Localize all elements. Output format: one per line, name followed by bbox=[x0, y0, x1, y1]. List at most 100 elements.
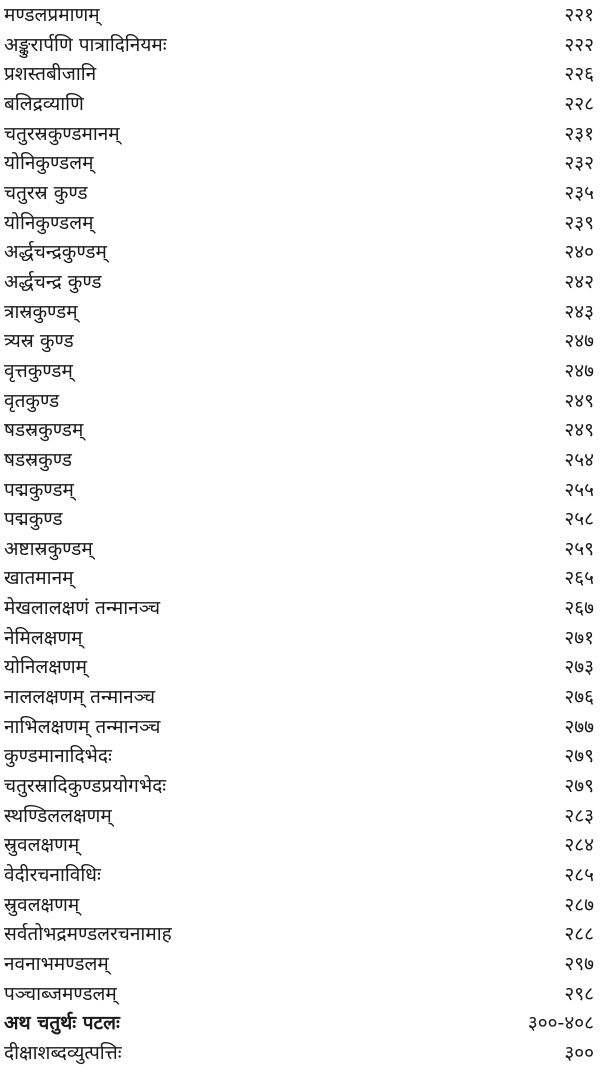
toc-entry-title: मेखलालक्षणं तन्मानञ्च bbox=[4, 597, 161, 620]
toc-entry: दीक्षाशब्दव्युत्पत्तिः ३०० bbox=[4, 1038, 596, 1068]
toc-entry-page-number: २८५ bbox=[564, 864, 594, 887]
toc-entry-page-number: २४९ bbox=[564, 419, 594, 442]
toc-entry-title: अङ्कुरार्पणि पात्रादिनियमः bbox=[4, 33, 167, 56]
toc-entry: पद्मकुण्ड २५८ bbox=[4, 504, 596, 534]
toc-entry-page-number: २३२ bbox=[564, 152, 594, 175]
toc-entry: षडस्रकुण्डम् २४९ bbox=[4, 415, 596, 445]
toc-entry-title: योनिकुण्डलम् bbox=[4, 211, 94, 234]
toc-entry-title: अर्द्धचन्द्रकुण्डम् bbox=[4, 241, 107, 264]
toc-entry-title: स्थण्डिललक्षणम् bbox=[4, 804, 112, 827]
toc-entry: षडस्रकुण्ड २५४ bbox=[4, 445, 596, 475]
toc-entry: नेमिलक्षणम् २७१ bbox=[4, 623, 596, 653]
toc-entry: स्थण्डिललक्षणम् २८३ bbox=[4, 801, 596, 831]
toc-entry-title: चतुरस्र कुण्ड bbox=[4, 181, 88, 204]
toc-entry-page-number: २७९ bbox=[564, 775, 594, 798]
toc-entry-title: वृतकुण्ड bbox=[4, 389, 60, 412]
toc-entry-page-number: २४९ bbox=[564, 389, 594, 412]
toc-entry-page-number: ३००-४०८ bbox=[527, 1012, 594, 1035]
toc-entry-page-number: २५८ bbox=[564, 508, 594, 531]
toc-entry-title: चतुरस्रकुण्डमानम् bbox=[4, 122, 120, 145]
toc-entry: मण्डलप्रमाणम् २२१ bbox=[4, 0, 596, 30]
toc-entry: योनिकुण्डलम् २३२ bbox=[4, 148, 596, 178]
toc-entry: योनिलक्षणम् २७३ bbox=[4, 652, 596, 682]
toc-entry: अर्द्धचन्द्र कुण्ड २४२ bbox=[4, 267, 596, 297]
toc-entry-page-number: २२१ bbox=[564, 4, 594, 26]
toc-entry: सर्वतोभद्रमण्डलरचनामाह २८८ bbox=[4, 919, 596, 949]
toc-entry-page-number: २३१ bbox=[564, 122, 594, 145]
toc-entry-title: नाललक्षणम् तन्मानञ्च bbox=[4, 686, 156, 709]
toc-entry: खातमानम् २६५ bbox=[4, 563, 596, 593]
toc-entry-title: वृत्तकुण्डम् bbox=[4, 359, 73, 382]
toc-entry-page-number: २७९ bbox=[564, 745, 594, 768]
toc-entry-page-number: २२८ bbox=[564, 92, 594, 115]
toc-entry-page-number: २३९ bbox=[564, 211, 594, 234]
toc-entry-page-number: २९७ bbox=[564, 953, 594, 976]
toc-entry: त्रास्रकुण्डम् २४३ bbox=[4, 297, 596, 327]
toc-entry: अष्टास्रकुण्डम् २५९ bbox=[4, 534, 596, 564]
toc-entry: पञ्चाब्जमण्डलम् २९८ bbox=[4, 979, 596, 1009]
toc-entry-page-number: २८४ bbox=[564, 834, 594, 857]
toc-entry-title: नेमिलक्षणम् bbox=[4, 626, 83, 649]
toc-entry: नवनाभमण्डलम् २९७ bbox=[4, 949, 596, 979]
toc-entry-page-number: २६७ bbox=[564, 597, 594, 620]
toc-entry: अङ्कुरार्पणि पात्रादिनियमः २२२ bbox=[4, 30, 596, 60]
toc-entry: त्र्यस्र कुण्ड २४७ bbox=[4, 326, 596, 356]
toc-entry-page-number: २८८ bbox=[564, 923, 594, 946]
toc-entry-page-number: २५४ bbox=[564, 448, 594, 471]
toc-entry-title: योनिलक्षणम् bbox=[4, 656, 88, 679]
toc-entry-title: त्रास्रकुण्डम् bbox=[4, 300, 78, 323]
toc-entry-page-number: २४२ bbox=[564, 270, 594, 293]
toc-entry-title: मण्डलप्रमाणम् bbox=[4, 4, 100, 26]
toc-entry-page-number: २८३ bbox=[564, 804, 594, 827]
toc-entry-page-number: २६५ bbox=[564, 567, 594, 590]
toc-entry-title: त्र्यस्र कुण्ड bbox=[4, 330, 74, 353]
toc-entry-title: दीक्षाशब्दव्युत्पत्तिः bbox=[4, 1042, 122, 1064]
toc-entry: चतुरस्रादिकुण्डप्रयोगभेदः २७९ bbox=[4, 771, 596, 801]
toc-entry-page-number: २८७ bbox=[564, 893, 594, 916]
toc-entry-title: योनिकुण्डलम् bbox=[4, 152, 94, 175]
toc-entry-title: षडस्रकुण्डम् bbox=[4, 419, 84, 442]
toc-entry: स्रुवलक्षणम् २८४ bbox=[4, 830, 596, 860]
toc-entry-title: खातमानम् bbox=[4, 567, 74, 590]
toc-entry-title: नाभिलक्षणम् तन्मानञ्च bbox=[4, 715, 161, 738]
toc-entry-title: अर्द्धचन्द्र कुण्ड bbox=[4, 270, 102, 293]
toc-entry-page-number: २३५ bbox=[564, 181, 594, 204]
toc-entry: बलिद्रव्याणि २२८ bbox=[4, 89, 596, 119]
toc-entry-title: पद्मकुण्ड bbox=[4, 508, 63, 531]
toc-entry-title: सर्वतोभद्रमण्डलरचनामाह bbox=[4, 923, 172, 946]
toc-entry-title: नवनाभमण्डलम् bbox=[4, 953, 109, 976]
toc-entry-page-number: २४७ bbox=[564, 330, 594, 353]
toc-entry: पद्मकुण्डम् २५५ bbox=[4, 475, 596, 505]
toc-entry-title: चतुरस्रादिकुण्डप्रयोगभेदः bbox=[4, 775, 167, 798]
toc-entry-page-number: २५५ bbox=[564, 478, 594, 501]
toc-entry: प्रशस्तबीजानि २२६ bbox=[4, 59, 596, 89]
toc-entry-title: षडस्रकुण्ड bbox=[4, 448, 72, 471]
toc-entry-title: अथ चतुर्थः पटलः bbox=[4, 1012, 120, 1035]
toc-entry: कुण्डमानादिभेदः २७९ bbox=[4, 741, 596, 771]
toc-entry-title: स्रुवलक्षणम् bbox=[4, 834, 80, 857]
toc-entry: वेदीरचनाविधिः २८५ bbox=[4, 860, 596, 890]
toc-entry-title: वेदीरचनाविधिः bbox=[4, 864, 101, 887]
toc-entry: नाभिलक्षणम् तन्मानञ्च २७७ bbox=[4, 712, 596, 742]
toc-entry: योनिकुण्डलम् २३९ bbox=[4, 208, 596, 238]
toc-entry: वृतकुण्ड २४९ bbox=[4, 386, 596, 416]
toc-entry-title: पञ्चाब्जमण्डलम् bbox=[4, 982, 117, 1005]
toc-entry: वृत्तकुण्डम् २४७ bbox=[4, 356, 596, 386]
toc-entry: चतुरस्रकुण्डमानम् २३१ bbox=[4, 119, 596, 149]
toc-entry-page-number: २५९ bbox=[564, 537, 594, 560]
toc-entry-page-number: २४० bbox=[564, 241, 594, 264]
toc-entry-page-number: २४३ bbox=[564, 300, 594, 323]
toc-entry: मेखलालक्षणं तन्मानञ्च २६७ bbox=[4, 593, 596, 623]
toc-entry-title: अष्टास्रकुण्डम् bbox=[4, 537, 93, 560]
toc-entry-page-number: ३०० bbox=[564, 1042, 594, 1064]
toc-entry-page-number: २७७ bbox=[564, 715, 594, 738]
toc-entry-title: स्रुवलक्षणम् bbox=[4, 893, 80, 916]
toc-entry-page-number: २७३ bbox=[564, 656, 594, 679]
toc-entry-page-number: २२२ bbox=[564, 33, 594, 56]
toc-entry: स्रुवलक्षणम् २८७ bbox=[4, 890, 596, 920]
toc-entry-title: प्रशस्तबीजानि bbox=[4, 63, 97, 86]
toc-entry: अर्द्धचन्द्रकुण्डम् २४० bbox=[4, 237, 596, 267]
toc-section-heading: अथ चतुर्थः पटलः ३००-४०८ bbox=[4, 1008, 596, 1038]
toc-entry: चतुरस्र कुण्ड २३५ bbox=[4, 178, 596, 208]
toc-entry-page-number: २४७ bbox=[564, 359, 594, 382]
